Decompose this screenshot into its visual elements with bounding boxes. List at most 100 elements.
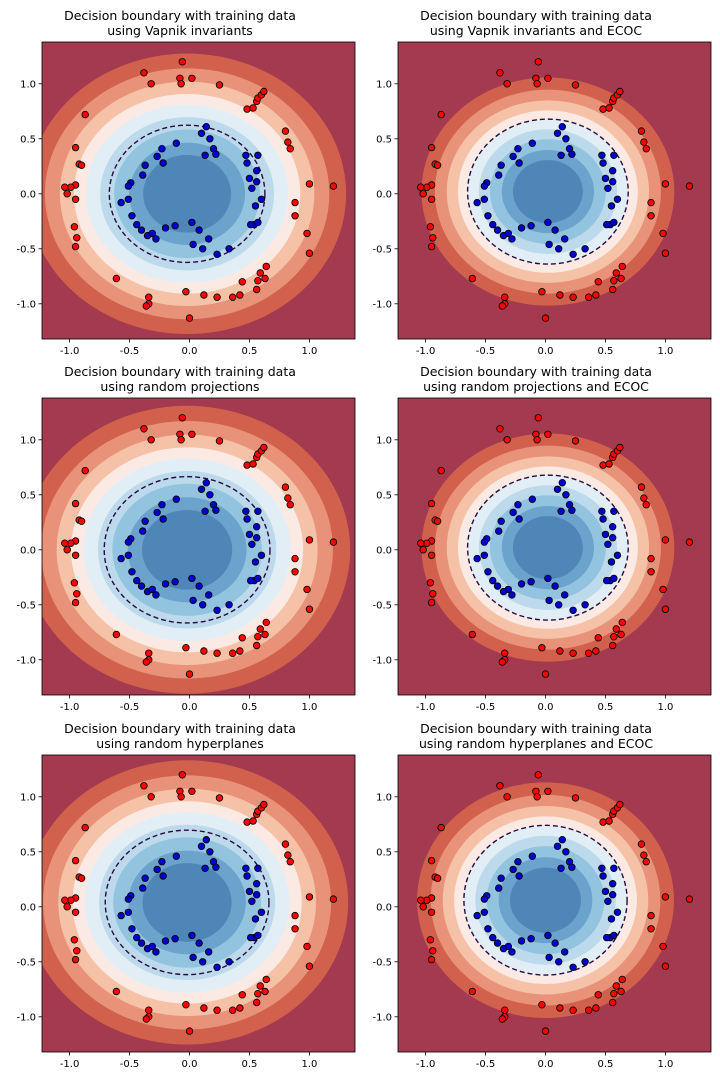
- red-point: [637, 840, 646, 848]
- y-tick-label: 1.0: [20, 79, 36, 90]
- blue-point: [251, 915, 260, 923]
- contour-band: [512, 516, 583, 580]
- red-point: [437, 110, 445, 119]
- blue-point: [172, 495, 181, 503]
- red-point: [427, 955, 436, 964]
- blue-point: [201, 864, 209, 872]
- blue-point: [581, 245, 589, 253]
- red-point: [538, 1001, 546, 1009]
- red-point: [468, 987, 477, 996]
- blue-point: [608, 890, 617, 899]
- y-tick-label: 0.0: [376, 545, 392, 556]
- red-point: [243, 461, 251, 469]
- blue-point: [158, 857, 166, 866]
- blue-point: [195, 226, 203, 234]
- red-point: [647, 925, 655, 933]
- blue-point: [198, 601, 207, 609]
- y-tick-label: 0.5: [376, 847, 392, 858]
- blue-point: [495, 171, 503, 179]
- x-tick-label: -1.0: [60, 702, 80, 713]
- blue-point: [484, 568, 492, 576]
- blue-point: [198, 245, 207, 253]
- title-line-2: using random projections and ECOC: [423, 379, 649, 394]
- blue-point: [133, 933, 141, 942]
- blue-point: [544, 574, 552, 583]
- red-point: [213, 649, 221, 657]
- title-line-1: Decision boundary with training data: [420, 364, 652, 379]
- red-point: [228, 293, 237, 301]
- red-point: [661, 536, 670, 544]
- red-point: [569, 293, 577, 301]
- red-point: [417, 183, 425, 191]
- red-point: [249, 817, 257, 825]
- blue-point: [484, 212, 492, 220]
- red-point: [544, 430, 552, 438]
- plot-area: -1.0 -0.5 0.0 0.5 1.0 -1.0 -0.5 0.0 0.5 1.0: [16, 397, 356, 713]
- red-point: [616, 87, 624, 96]
- blue-point: [607, 915, 616, 923]
- red-point: [429, 590, 437, 598]
- red-point: [610, 277, 618, 285]
- red-point: [147, 436, 155, 444]
- red-point: [647, 198, 655, 207]
- contour-fill: [42, 755, 355, 1052]
- panel-title: Decision boundary with training data usin…: [356, 8, 716, 38]
- blue-point: [528, 139, 537, 147]
- title-line-2: using random projections: [100, 379, 260, 394]
- red-point: [215, 794, 224, 802]
- blue-point: [493, 582, 502, 590]
- red-point: [71, 195, 80, 203]
- blue-point: [128, 568, 136, 576]
- red-point: [243, 105, 251, 113]
- red-point: [618, 975, 626, 984]
- red-point: [618, 262, 626, 271]
- blue-point: [153, 152, 161, 161]
- red-point: [112, 630, 121, 639]
- red-point: [541, 670, 550, 678]
- red-point: [238, 278, 246, 286]
- blue-point: [508, 235, 516, 243]
- blue-point: [152, 235, 160, 243]
- y-tick-label: 1.0: [376, 79, 392, 90]
- red-point: [685, 895, 694, 903]
- red-point: [243, 818, 251, 826]
- red-point: [291, 198, 299, 207]
- blue-point: [206, 848, 214, 856]
- red-point: [616, 800, 624, 809]
- blue-point: [557, 864, 565, 872]
- y-tick-label: 0.5: [20, 490, 36, 501]
- blue-point: [202, 478, 210, 487]
- red-point: [592, 291, 600, 299]
- red-point: [142, 658, 151, 666]
- blue-point: [206, 491, 214, 499]
- blue-point: [493, 226, 502, 234]
- red-point: [71, 598, 80, 607]
- blue-point: [504, 585, 513, 594]
- red-point: [252, 285, 261, 294]
- red-point: [685, 538, 694, 546]
- red-point: [303, 942, 311, 951]
- blue-point: [252, 177, 261, 186]
- title-line-1: Decision boundary with training data: [64, 8, 296, 23]
- blue-point: [601, 174, 610, 183]
- red-point: [599, 461, 607, 469]
- red-point: [188, 787, 196, 795]
- blue-point: [568, 506, 576, 514]
- red-point: [427, 195, 436, 203]
- blue-point: [172, 139, 181, 147]
- y-tick-label: -1.0: [372, 299, 392, 310]
- decision-boundary-line: [103, 475, 271, 624]
- blue-point: [599, 515, 607, 523]
- red-point: [70, 579, 79, 587]
- blue-point: [509, 152, 517, 161]
- blue-point: [254, 931, 262, 940]
- blue-point: [137, 582, 146, 590]
- blue-point: [152, 948, 160, 956]
- blue-point: [517, 224, 526, 232]
- axes-frame: [41, 397, 356, 696]
- blue-point: [544, 218, 552, 227]
- blue-point: [562, 848, 570, 856]
- blue-point: [242, 864, 250, 872]
- blue-point: [124, 182, 133, 190]
- red-point: [188, 74, 196, 82]
